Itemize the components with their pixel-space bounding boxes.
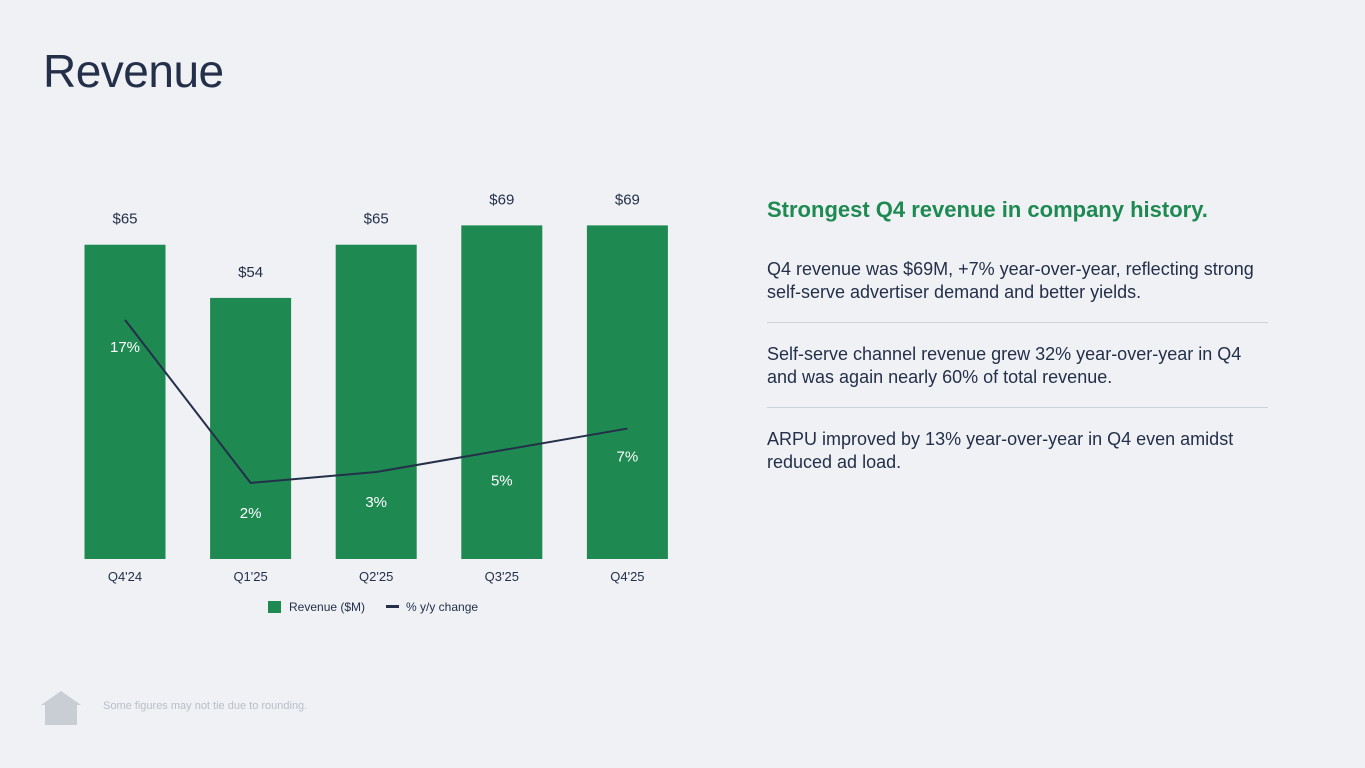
summary-panel: Strongest Q4 revenue in company history.… [767, 196, 1268, 474]
bar-value-label: $54 [238, 264, 263, 281]
footnote: Some figures may not tie due to rounding… [103, 700, 308, 712]
bar [84, 244, 166, 559]
summary-point-arpu: ARPU improved by 13% year-over-year in Q… [767, 429, 1234, 472]
x-tick-label: Q4'25 [610, 569, 644, 584]
legend-label-revenue: Revenue ($M) [289, 600, 365, 614]
house-logo-icon [41, 691, 81, 725]
x-tick-label: Q1'25 [233, 569, 267, 584]
bar [210, 297, 292, 559]
yy-change-label: 7% [617, 449, 639, 466]
x-tick-label: Q3'25 [485, 569, 519, 584]
bar-value-label: $69 [489, 191, 514, 208]
legend-swatch-revenue [268, 601, 281, 613]
bar-value-label: $65 [112, 211, 137, 228]
summary-headline: Strongest Q4 revenue in company history. [767, 197, 1208, 222]
bar [335, 244, 417, 559]
legend-swatch-yy-change [386, 605, 399, 608]
bar-value-label: $65 [364, 211, 389, 228]
yy-change-label: 3% [365, 494, 387, 511]
bar [586, 225, 668, 559]
yy-change-label: 2% [240, 505, 262, 522]
summary-divider [767, 407, 1268, 408]
x-tick-label: Q4'24 [108, 569, 142, 584]
legend-label-yy-change: % y/y change [406, 600, 478, 614]
summary-point-revenue: Q4 revenue was $69M, +7% year-over-year,… [767, 259, 1254, 302]
yy-change-label: 5% [491, 472, 513, 489]
yy-change-label: 17% [110, 339, 140, 356]
bar-value-label: $69 [615, 191, 640, 208]
page-title: Revenue [43, 45, 224, 97]
summary-divider [767, 322, 1268, 323]
revenue-chart: $65 Q4'24 $54 Q1'25 $65 Q2'25 $69 Q3'25 $69 Q4'25… [84, 191, 668, 614]
x-tick-label: Q2'25 [359, 569, 393, 584]
bar [461, 225, 543, 559]
summary-point-self-serve: Self-serve channel revenue grew 32% year… [767, 344, 1242, 387]
